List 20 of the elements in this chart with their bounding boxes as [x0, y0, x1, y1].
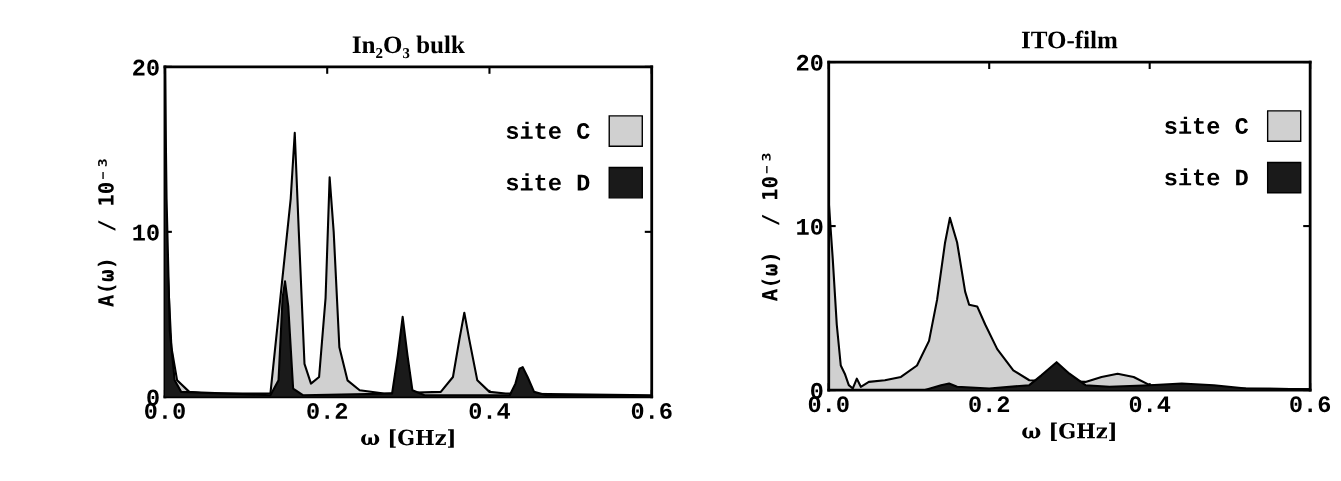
y-tick-label: 10 [797, 218, 823, 235]
x-tick-label: 0.4 [1129, 396, 1171, 413]
x-tick-label: 0.6 [631, 403, 672, 420]
chart-title: ITO-film [1021, 30, 1118, 49]
legend-label: site D [1165, 168, 1248, 186]
legend-label: site D [506, 173, 590, 191]
x-tick-label: 0.2 [307, 403, 348, 420]
legend-label: site C [506, 121, 590, 140]
y-axis-title: A(ω) / 10⁻³ [761, 153, 781, 301]
x-tick-label: 0.2 [969, 396, 1010, 413]
x-axis-title: ω [GHz] [1022, 422, 1115, 442]
x-tick-label: 0.4 [469, 403, 511, 420]
x-tick-label: 0.6 [1290, 396, 1331, 413]
legend-label: site C [1165, 116, 1249, 134]
y-tick-label: 20 [133, 59, 159, 76]
y-tick-label: 10 [133, 224, 159, 241]
y-axis-title: A(ω) / 10⁻³ [97, 159, 117, 307]
chart-title: In₂O₃ bulk [352, 35, 465, 59]
y-tick-label: 20 [796, 54, 823, 71]
x-axis-title: ω [GHz] [361, 429, 454, 448]
